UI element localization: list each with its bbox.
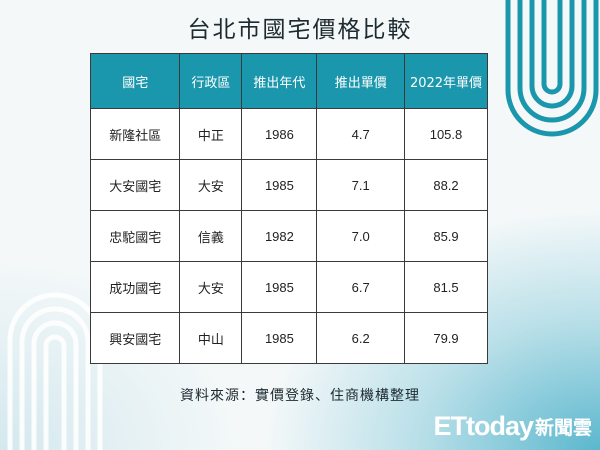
cell-housing: 成功國宅 bbox=[89, 261, 181, 313]
decorative-arcs-right bbox=[505, 0, 599, 137]
table-header-row: 國宅 行政區 推出年代 推出單價 2022年單價 bbox=[89, 53, 488, 109]
cell-2022-price: 81.5 bbox=[404, 261, 488, 313]
cell-housing: 興安國宅 bbox=[89, 312, 181, 364]
logo-cjk-text: 新聞雲 bbox=[534, 417, 592, 440]
table-row: 大安國宅 大安 1985 7.1 88.2 bbox=[89, 159, 488, 211]
cell-district: 大安 bbox=[179, 261, 243, 313]
table-row: 成功國宅 大安 1985 6.7 81.5 bbox=[89, 261, 488, 313]
header-cell-launch-price: 推出單價 bbox=[316, 53, 405, 109]
cell-launch-price: 6.2 bbox=[316, 312, 405, 364]
price-comparison-table: 國宅 行政區 推出年代 推出單價 2022年單價 新隆社區 中正 1986 4.… bbox=[89, 53, 488, 364]
cell-district: 大安 bbox=[179, 159, 243, 211]
page-title: 台北市國宅價格比較 bbox=[187, 17, 413, 43]
cell-launch-year: 1985 bbox=[241, 312, 318, 364]
source-note: 資料來源：實價登錄、住商機構整理 bbox=[180, 388, 420, 404]
cell-launch-year: 1982 bbox=[241, 210, 318, 262]
header-cell-housing: 國宅 bbox=[89, 53, 181, 109]
cell-launch-price: 7.1 bbox=[316, 159, 405, 211]
cell-2022-price: 85.9 bbox=[404, 210, 488, 262]
cell-district: 信義 bbox=[179, 210, 243, 262]
cell-launch-price: 7.0 bbox=[316, 210, 405, 262]
cell-housing: 大安國宅 bbox=[89, 159, 181, 211]
ettoday-logo: ETtoday 新聞雲 bbox=[433, 413, 592, 440]
table-row: 新隆社區 中正 1986 4.7 105.8 bbox=[89, 108, 488, 160]
table-row: 興安國宅 中山 1985 6.2 79.9 bbox=[89, 312, 488, 364]
header-cell-2022-price: 2022年單價 bbox=[404, 53, 488, 109]
header-cell-launch-year: 推出年代 bbox=[241, 53, 318, 109]
cell-2022-price: 105.8 bbox=[404, 108, 488, 160]
cell-housing: 忠駝國宅 bbox=[89, 210, 181, 262]
header-cell-district: 行政區 bbox=[179, 53, 243, 109]
cell-launch-price: 4.7 bbox=[316, 108, 405, 160]
cell-district: 中正 bbox=[179, 108, 243, 160]
cell-launch-year: 1986 bbox=[241, 108, 318, 160]
cell-2022-price: 88.2 bbox=[404, 159, 488, 211]
table-row: 忠駝國宅 信義 1982 7.0 85.9 bbox=[89, 210, 488, 262]
cell-housing: 新隆社區 bbox=[89, 108, 181, 160]
cell-launch-price: 6.7 bbox=[316, 261, 405, 313]
logo-latin-text: ETtoday bbox=[433, 411, 534, 441]
cell-2022-price: 79.9 bbox=[404, 312, 488, 364]
cell-launch-year: 1985 bbox=[241, 261, 318, 313]
cell-district: 中山 bbox=[179, 312, 243, 364]
cell-launch-year: 1985 bbox=[241, 159, 318, 211]
